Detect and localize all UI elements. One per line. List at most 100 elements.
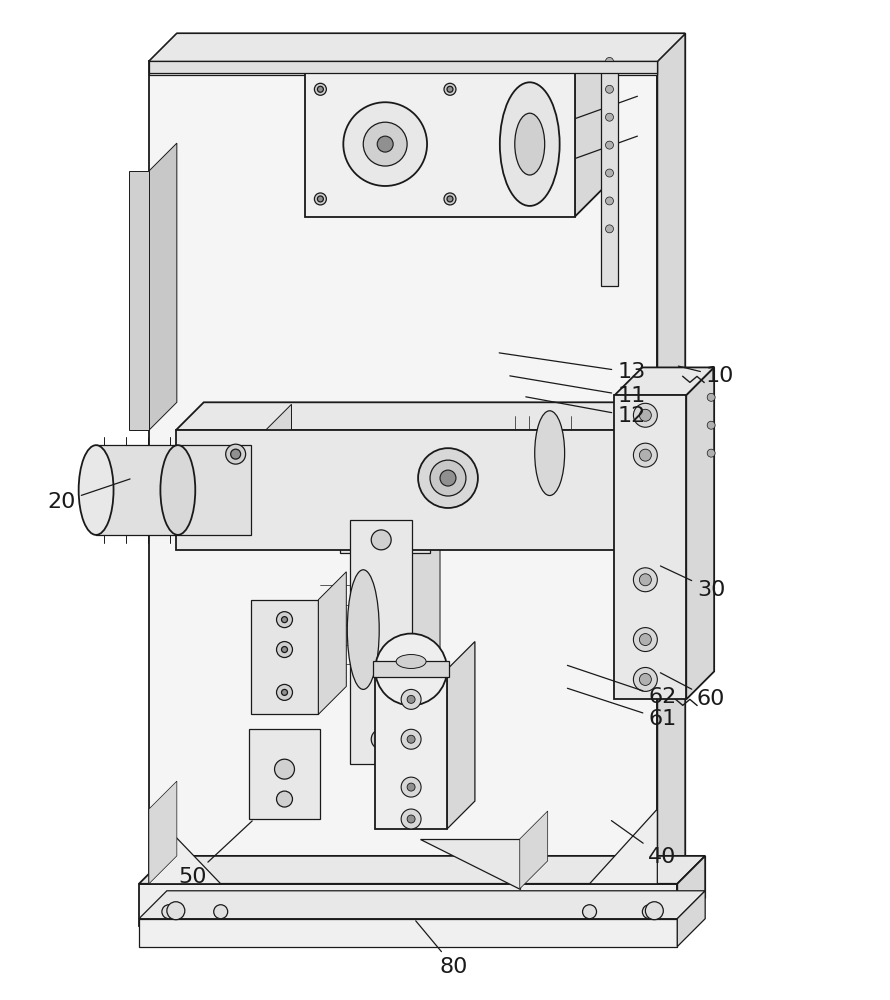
Polygon shape [677, 856, 705, 926]
Polygon shape [176, 402, 668, 430]
Circle shape [407, 783, 415, 791]
Circle shape [634, 667, 658, 691]
Bar [139, 919, 677, 947]
Circle shape [214, 905, 228, 919]
Circle shape [634, 443, 658, 467]
Circle shape [708, 421, 716, 429]
Polygon shape [149, 143, 177, 430]
Bar [376, 669, 447, 829]
Circle shape [166, 902, 185, 920]
Text: 40: 40 [611, 821, 676, 867]
Circle shape [639, 634, 651, 646]
Circle shape [377, 136, 393, 152]
Polygon shape [248, 729, 320, 819]
Bar [186, 440, 629, 478]
Circle shape [605, 225, 613, 233]
Circle shape [401, 689, 421, 709]
Circle shape [639, 673, 651, 685]
Circle shape [363, 122, 407, 166]
Circle shape [430, 460, 466, 496]
Ellipse shape [347, 570, 379, 689]
Text: 60: 60 [660, 673, 725, 709]
Ellipse shape [396, 655, 426, 668]
Circle shape [277, 612, 293, 628]
Circle shape [634, 403, 658, 427]
Circle shape [277, 791, 293, 807]
Polygon shape [447, 642, 475, 829]
Text: 50: 50 [178, 821, 252, 887]
Polygon shape [149, 33, 685, 61]
Circle shape [401, 777, 421, 797]
Text: 30: 30 [660, 566, 725, 600]
Text: 11: 11 [510, 376, 645, 406]
Circle shape [371, 530, 392, 550]
Bar [139, 884, 677, 926]
Bar [149, 61, 658, 75]
Circle shape [645, 902, 663, 920]
Circle shape [444, 193, 456, 205]
Ellipse shape [78, 445, 114, 535]
Polygon shape [686, 367, 714, 699]
Circle shape [407, 695, 415, 703]
Text: 10: 10 [678, 366, 734, 386]
Bar [149, 61, 658, 73]
Circle shape [639, 449, 651, 461]
Bar [149, 61, 658, 929]
Circle shape [401, 809, 421, 829]
Bar [129, 171, 149, 430]
Circle shape [274, 759, 295, 779]
Circle shape [376, 634, 447, 705]
Circle shape [444, 83, 456, 95]
Polygon shape [575, 41, 603, 217]
Circle shape [634, 568, 658, 592]
Circle shape [605, 113, 613, 121]
Circle shape [371, 729, 392, 749]
Circle shape [639, 409, 651, 421]
Circle shape [447, 86, 453, 92]
Polygon shape [139, 856, 705, 884]
Text: 80: 80 [416, 921, 468, 977]
Circle shape [418, 448, 478, 508]
Text: 13: 13 [499, 353, 645, 382]
Circle shape [277, 642, 293, 658]
Circle shape [407, 735, 415, 743]
Circle shape [318, 86, 323, 92]
Bar [351, 520, 412, 764]
Circle shape [344, 102, 427, 186]
Polygon shape [589, 809, 658, 884]
Circle shape [407, 815, 415, 823]
Circle shape [231, 449, 240, 459]
Circle shape [708, 449, 716, 457]
Circle shape [605, 197, 613, 205]
Circle shape [226, 444, 246, 464]
Polygon shape [340, 487, 458, 515]
Text: 12: 12 [526, 397, 645, 426]
Circle shape [447, 196, 453, 202]
Ellipse shape [535, 411, 564, 496]
Circle shape [277, 684, 293, 700]
Circle shape [634, 628, 658, 652]
Bar [340, 515, 430, 553]
Polygon shape [319, 572, 346, 714]
Circle shape [708, 393, 716, 401]
Circle shape [281, 617, 287, 623]
Circle shape [639, 574, 651, 586]
Circle shape [605, 57, 613, 65]
Bar [312, 79, 460, 209]
Circle shape [605, 141, 613, 149]
Polygon shape [305, 41, 603, 69]
Polygon shape [412, 492, 440, 764]
Polygon shape [614, 367, 714, 395]
Bar [601, 41, 619, 286]
Polygon shape [639, 402, 668, 550]
Polygon shape [149, 33, 685, 61]
Bar [209, 432, 263, 520]
Polygon shape [305, 41, 603, 69]
Ellipse shape [160, 445, 195, 535]
Bar [96, 445, 251, 535]
Bar [373, 661, 449, 677]
Ellipse shape [514, 113, 545, 175]
Circle shape [643, 905, 656, 919]
Circle shape [314, 83, 327, 95]
Text: 61: 61 [568, 688, 676, 729]
